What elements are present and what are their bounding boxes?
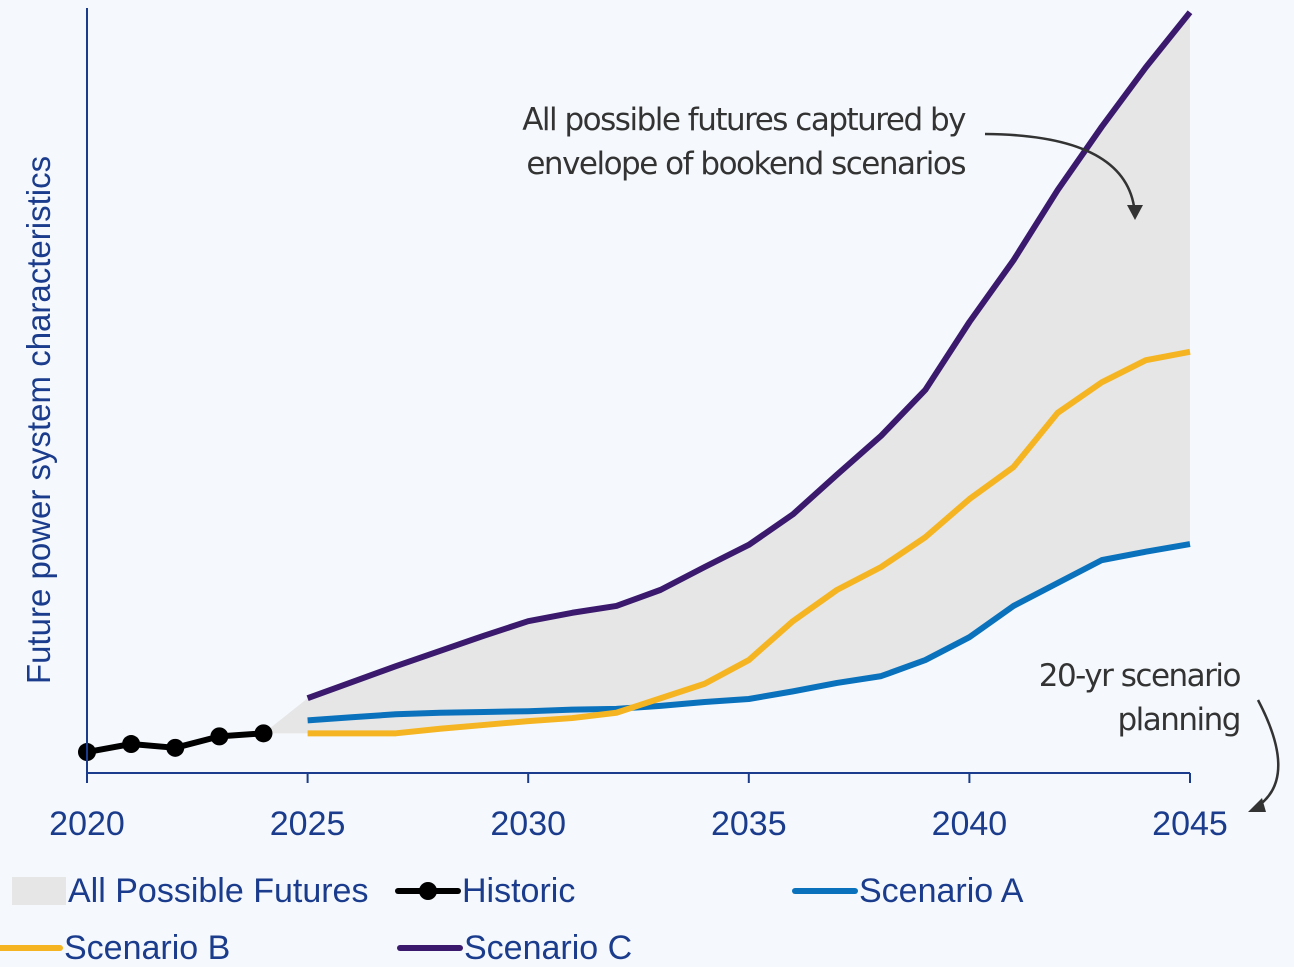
y-axis-label: Future power system characteristics: [20, 156, 57, 684]
line: [307, 541, 1191, 724]
area: [263, 12, 1191, 734]
legend-label: Scenario B: [64, 929, 230, 967]
annotation: planning: [1117, 702, 1240, 738]
line: [307, 348, 1191, 737]
x-tick-label: 2020: [49, 805, 125, 843]
arrowhead: [1127, 205, 1143, 220]
legend-marker: [419, 882, 437, 900]
x-tick-label: 2025: [270, 805, 346, 843]
annotation: envelope of bookend scenarios: [526, 146, 965, 182]
plot: 2020 2025 2030 2035 2040 2045 All possible fut…: [0, 8, 1242, 967]
marker: [122, 735, 141, 754]
x-tick-label: 2045: [1152, 805, 1228, 843]
x-tick-label: 2030: [490, 805, 566, 843]
arrowhead: [1248, 798, 1266, 812]
annotation-arrow: [984, 132, 1137, 216]
annotation: 20-yr scenario: [1039, 658, 1241, 694]
legend-label: All Possible Futures: [68, 872, 368, 910]
line: [306, 10, 1193, 702]
legend-label: Scenario A: [859, 872, 1024, 910]
legend-label: Scenario C: [464, 929, 632, 967]
x-tick-label: 2035: [711, 805, 787, 843]
annotation: All possible futures captured by: [522, 102, 966, 138]
legend-swatch: [12, 877, 66, 905]
annotation-arrow: [1254, 699, 1280, 810]
x-tick-label: 2040: [932, 805, 1008, 843]
legend-label: Historic: [462, 872, 575, 910]
marker: [210, 727, 229, 746]
marker: [166, 738, 185, 757]
marker: [254, 724, 273, 743]
